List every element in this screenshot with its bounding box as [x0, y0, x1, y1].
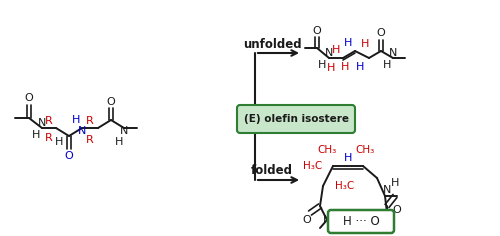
Text: O: O — [312, 26, 322, 36]
Text: R: R — [86, 135, 94, 145]
Text: unfolded: unfolded — [242, 38, 302, 51]
Text: folded: folded — [251, 164, 293, 177]
Text: N: N — [389, 48, 397, 58]
Text: N: N — [38, 118, 46, 128]
Text: H₃C: H₃C — [304, 161, 322, 171]
Text: N: N — [323, 215, 331, 225]
Text: H: H — [383, 60, 391, 70]
Text: O: O — [376, 28, 386, 38]
Text: R: R — [86, 116, 94, 126]
Text: N: N — [120, 126, 128, 136]
Text: N: N — [383, 185, 391, 195]
Text: H: H — [341, 62, 349, 72]
Text: H: H — [327, 63, 335, 73]
Text: H ··· O: H ··· O — [342, 215, 380, 228]
Text: R: R — [45, 133, 53, 143]
Text: H: H — [72, 115, 80, 125]
Text: H: H — [391, 178, 399, 188]
Text: O: O — [106, 97, 116, 107]
Text: O: O — [392, 205, 402, 215]
Text: H: H — [344, 153, 352, 163]
Text: H: H — [115, 137, 123, 147]
FancyBboxPatch shape — [237, 105, 355, 133]
Text: O: O — [64, 151, 74, 161]
Text: CH₃: CH₃ — [318, 145, 336, 155]
Text: R: R — [45, 116, 53, 126]
Text: H: H — [55, 137, 63, 147]
Text: H: H — [32, 130, 40, 140]
Text: H: H — [356, 62, 364, 72]
Text: CH₃: CH₃ — [356, 145, 374, 155]
Text: (E) olefin isostere: (E) olefin isostere — [244, 114, 348, 124]
FancyBboxPatch shape — [328, 210, 394, 233]
Text: H: H — [332, 45, 340, 55]
Text: N: N — [78, 126, 86, 136]
Text: O: O — [24, 93, 34, 103]
Text: H: H — [344, 38, 352, 48]
Text: H: H — [318, 60, 326, 70]
Text: H₃C: H₃C — [336, 181, 354, 191]
Text: O: O — [302, 215, 312, 225]
Text: H: H — [361, 39, 369, 49]
Text: N: N — [325, 48, 333, 58]
